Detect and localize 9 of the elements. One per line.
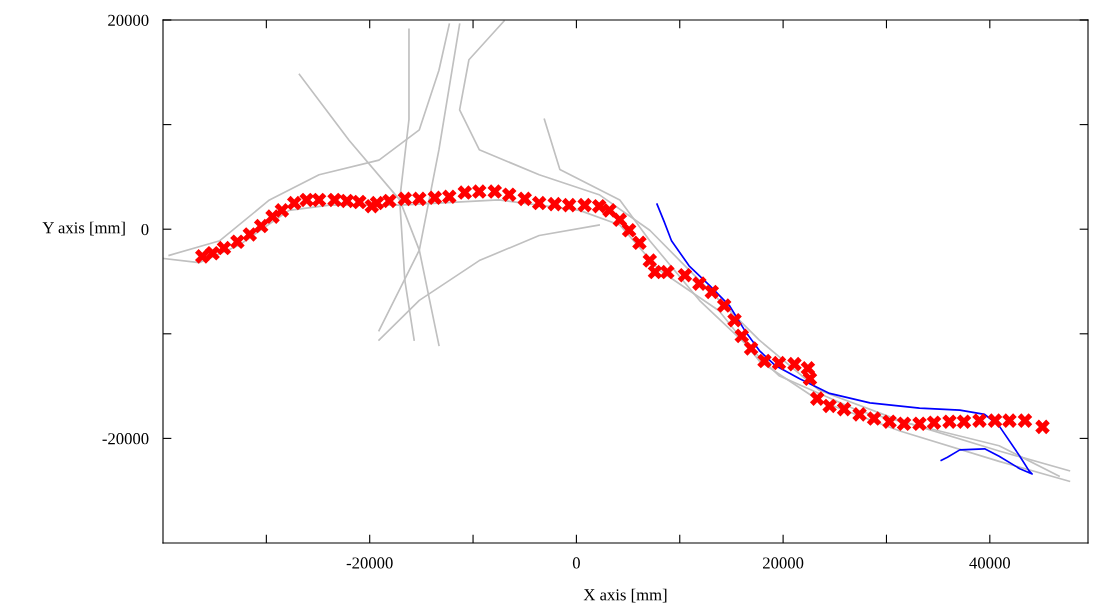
y-tick-label: 20000 [108, 14, 149, 26]
y-axis-title: Y axis [mm] [42, 221, 125, 236]
x-tick-label: 40000 [969, 557, 1011, 569]
x-tick-label: 0 [572, 557, 580, 569]
y-tick-label: 0 [141, 223, 149, 236]
x-tick-label: 20000 [763, 557, 804, 569]
y-tick-label: -20000 [102, 433, 149, 445]
x-tick-label: -20000 [346, 557, 393, 569]
x-axis-title: X axis [mm] [583, 588, 667, 603]
